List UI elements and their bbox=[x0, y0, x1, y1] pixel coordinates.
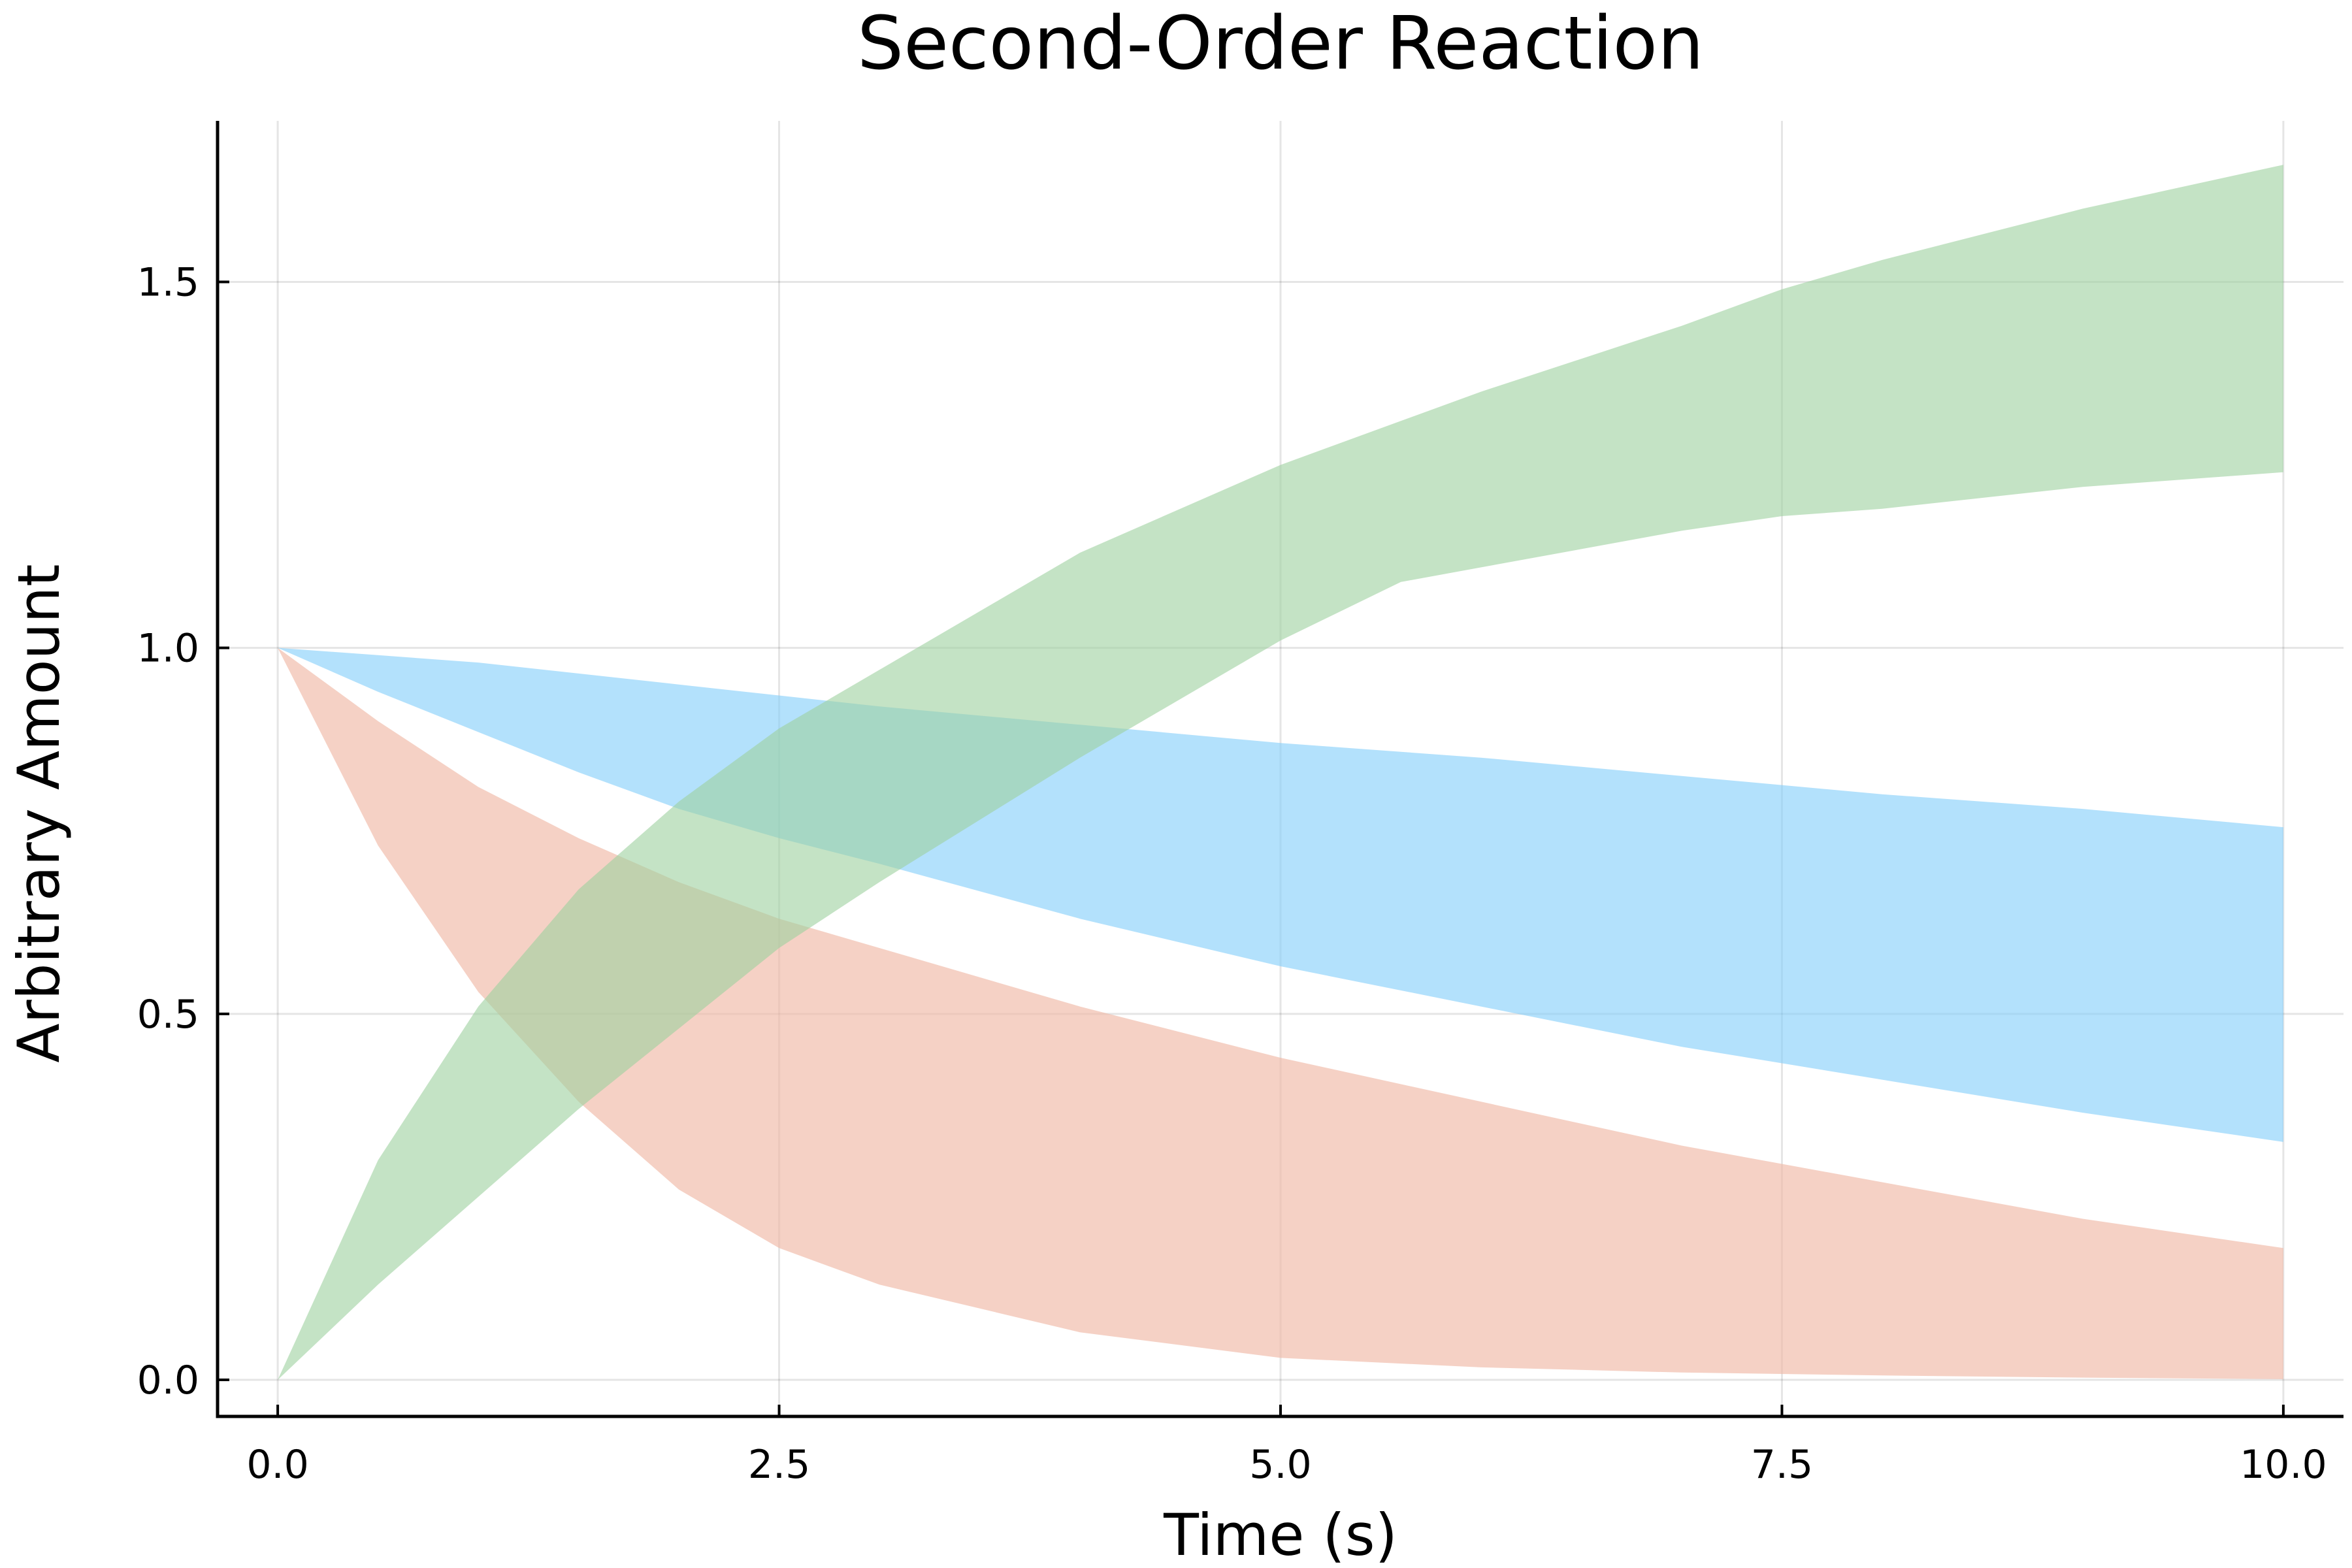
x-axis-label: Time (s) bbox=[1163, 1501, 1397, 1568]
y-tick-label-1: 0.5 bbox=[137, 992, 199, 1037]
series-band-3 bbox=[278, 165, 2283, 1380]
series-band-1 bbox=[278, 647, 2283, 1379]
chart-title: Second-Order Reaction bbox=[857, 1, 1704, 86]
y-tick-label-3: 1.5 bbox=[137, 259, 199, 305]
x-tick-label-3: 7.5 bbox=[1751, 1442, 1813, 1488]
x-tick-label-1: 2.5 bbox=[748, 1442, 810, 1488]
y-tick-label-0: 0.0 bbox=[137, 1358, 199, 1403]
x-tick-label-4: 10.0 bbox=[2240, 1442, 2327, 1488]
axes bbox=[216, 121, 2344, 1418]
tick-labels: 0.0 2.5 5.0 7.5 10.0 0.0 0.5 1.0 1.5 bbox=[137, 259, 2327, 1488]
y-tick-label-2: 1.0 bbox=[137, 626, 199, 672]
series-bands bbox=[278, 165, 2283, 1380]
axis-frame bbox=[216, 121, 2344, 1418]
x-tick-label-0: 0.0 bbox=[246, 1442, 308, 1488]
x-tick-label-2: 5.0 bbox=[1249, 1442, 1311, 1488]
y-axis-label: Arbitrary Amount bbox=[5, 564, 73, 1062]
